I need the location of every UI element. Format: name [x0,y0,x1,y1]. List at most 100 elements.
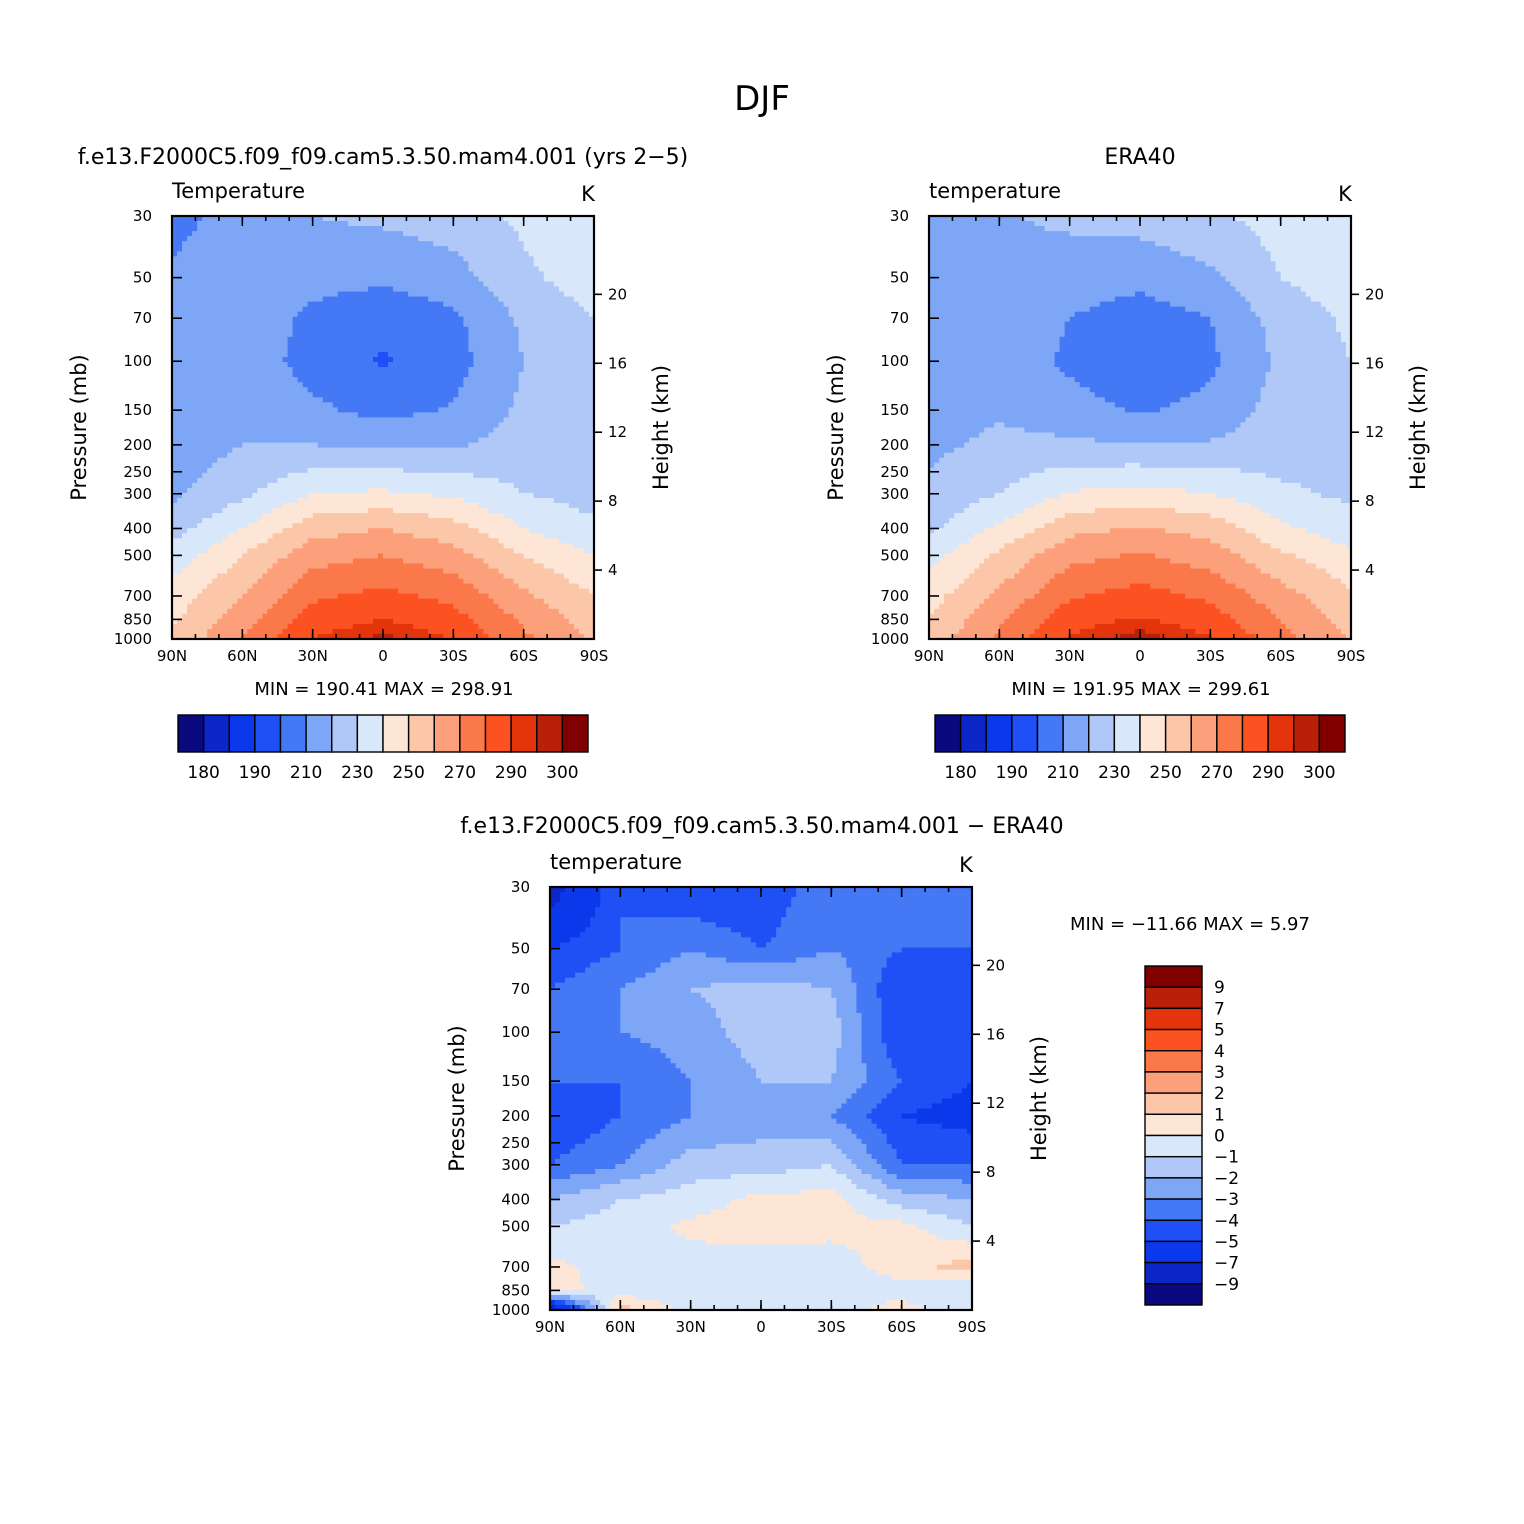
contour-cell [302,387,309,393]
contour-cell [307,432,314,439]
contour-cell [528,387,535,393]
contour-cell [297,513,304,519]
contour-cell [212,477,218,484]
contour-cell [232,402,238,408]
contour-cell [287,477,294,484]
contour-cell [212,357,218,363]
contour-cell [172,336,178,343]
contour-cell [227,513,233,519]
contour-cell [558,236,565,242]
contour-cell [277,331,284,338]
contour-cell [272,372,279,378]
contour-cell [332,457,339,464]
contour-cell [312,236,319,242]
contour-cell [518,311,525,318]
contour-cell [332,452,339,459]
contour-cell [172,467,178,474]
contour-cell [583,336,590,343]
contour-cell [187,221,193,227]
contour-cell [242,271,248,278]
contour-cell [222,432,228,439]
contour-cell [272,402,279,408]
contour-cell [372,291,379,298]
contour-cell [197,351,203,358]
contour-cell [332,296,339,303]
contour-cell [383,271,389,278]
contour-cell [307,487,314,494]
contour-cell [483,412,490,419]
contour-cell [192,492,198,499]
contour-cell [418,311,424,318]
contour-cell [217,442,223,449]
contour-cell [277,467,284,474]
contour-cell [327,216,334,222]
contour-cell [272,357,279,363]
contour-cell [448,276,454,283]
contour-cell [498,417,505,424]
contour-cell [488,387,495,393]
contour-cell [372,306,379,313]
contour-cell [503,467,510,474]
contour-cell [237,382,243,388]
contour-cell [588,261,595,267]
contour-cell [408,326,414,333]
contour-cell [307,246,314,252]
contour-cell [247,392,253,398]
contour-cell [533,276,540,283]
contour-cell [518,321,525,328]
contour-cell [182,477,188,484]
contour-cell [172,432,178,439]
contour-cell [287,296,294,303]
contour-cell [342,407,349,413]
contour-cell [523,336,530,343]
contour-cell [393,301,399,308]
contour-cell [332,407,339,413]
contour-cell [388,417,394,424]
contour-cell [282,296,289,303]
contour-cell [493,467,500,474]
contour-cell [513,221,520,227]
contour-cell [172,261,178,267]
contour-cell [408,346,414,353]
contour-cell [393,251,399,257]
contour-cell [332,503,339,509]
contour-cell [448,301,454,308]
contour-cell [408,281,414,288]
contour-cell [518,291,525,298]
contour-cell [568,452,575,459]
contour-cell [362,236,369,242]
contour-cell [362,296,369,303]
contour-cell [563,367,570,373]
contour-cell [483,321,490,328]
contour-cell [202,216,208,222]
contour-cell [568,271,575,278]
contour-cell [558,387,565,393]
contour-cell [468,503,475,509]
contour-cell [197,457,203,464]
contour-cell [418,231,424,237]
contour-cell [428,417,434,424]
contour-cell [478,422,485,429]
contour-cell [438,251,444,257]
contour-cell [342,392,349,398]
contour-cell [503,286,510,293]
contour-cell [578,508,585,514]
contour-cell [242,442,248,449]
contour-cell [212,462,218,469]
contour-cell [533,357,540,363]
contour-cell [287,432,294,439]
contour-cell [438,261,444,267]
contour-cell [172,236,178,242]
contour-cell [262,341,269,348]
contour-cell [362,301,369,308]
contour-cell [428,437,434,444]
contour-cell [337,387,344,393]
contour-cell [458,296,464,303]
contour-cell [192,377,198,383]
contour-cell [277,437,284,444]
contour-cell [232,276,238,283]
contour-cell [583,261,590,267]
contour-cell [513,306,520,313]
contour-cell [327,457,334,464]
contour-cell [252,372,258,378]
